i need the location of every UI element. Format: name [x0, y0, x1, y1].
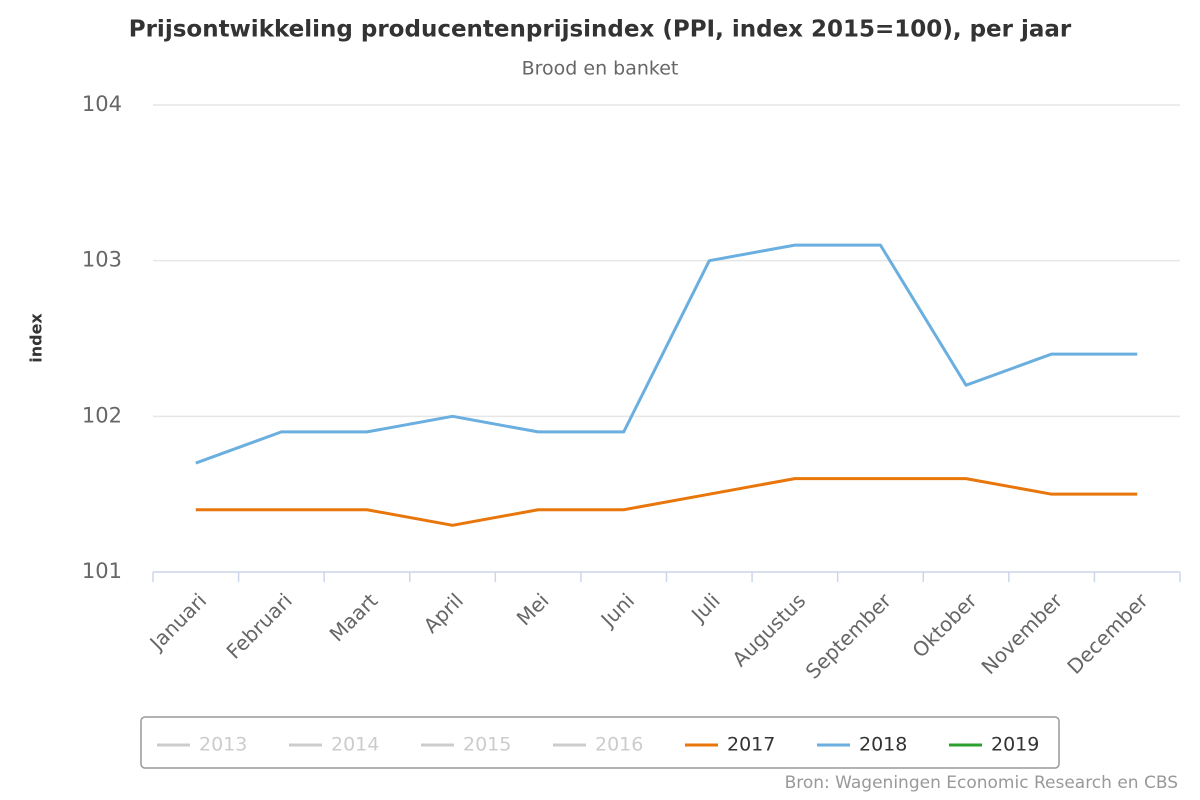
- legend-label[interactable]: 2014: [331, 734, 379, 756]
- series-line: [195, 243, 1138, 465]
- x-tick-label: Mei: [512, 588, 554, 630]
- y-tick-label: 104: [82, 92, 122, 116]
- legend-label[interactable]: 2018: [859, 734, 907, 756]
- legend-label[interactable]: 2017: [727, 734, 775, 756]
- legend-label[interactable]: 2016: [595, 734, 643, 756]
- y-tick-label: 102: [82, 403, 122, 427]
- legend-box: [140, 716, 1060, 769]
- chart-title: Prijsontwikkeling producentenprijsindex …: [129, 17, 1072, 43]
- x-tick-label: September: [801, 588, 897, 684]
- x-tick-label: April: [419, 588, 468, 637]
- x-tick-label: Maart: [325, 588, 383, 646]
- series-line: [195, 477, 1138, 527]
- source: Bron: Wageningen Economic Research en CB…: [785, 773, 1178, 793]
- x-tick-label: Oktober: [907, 588, 982, 663]
- chart-subtitle: Brood en banket: [522, 58, 679, 80]
- x-tick-label: Juli: [685, 588, 724, 627]
- x-tick-label: November: [977, 588, 1068, 679]
- legend-label[interactable]: 2019: [991, 734, 1039, 756]
- x-tick-label: Februari: [222, 588, 297, 663]
- x-tick-label: December: [1062, 588, 1153, 679]
- y-tick-label: 103: [82, 248, 122, 272]
- y-tick-label: 101: [82, 559, 122, 583]
- x-tick-label: Juni: [595, 588, 639, 632]
- legend-label[interactable]: 2015: [463, 734, 511, 756]
- x-tick-label: Augustus: [728, 588, 811, 671]
- legend-label[interactable]: 2013: [199, 734, 247, 756]
- x-tick-label: Januari: [144, 588, 212, 656]
- y-axis-label: index: [27, 313, 46, 363]
